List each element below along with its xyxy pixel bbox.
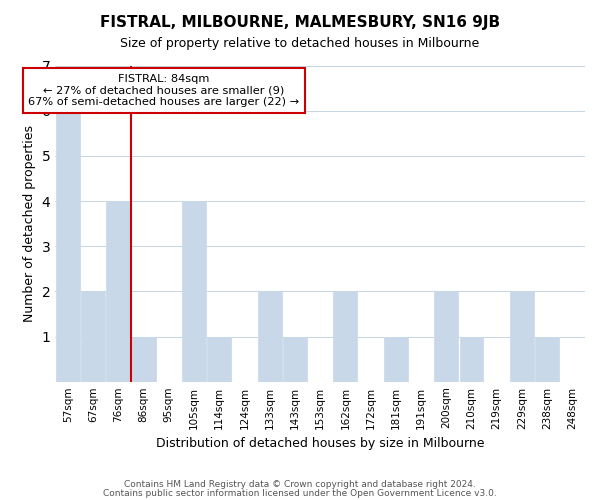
Bar xyxy=(182,201,206,382)
Bar xyxy=(434,292,458,382)
Bar xyxy=(384,336,408,382)
Bar xyxy=(258,292,282,382)
Text: Contains HM Land Registry data © Crown copyright and database right 2024.: Contains HM Land Registry data © Crown c… xyxy=(124,480,476,489)
Bar xyxy=(535,336,559,382)
Bar xyxy=(510,292,534,382)
Bar xyxy=(283,336,307,382)
Text: FISTRAL, MILBOURNE, MALMESBURY, SN16 9JB: FISTRAL, MILBOURNE, MALMESBURY, SN16 9JB xyxy=(100,15,500,30)
Text: Size of property relative to detached houses in Milbourne: Size of property relative to detached ho… xyxy=(121,38,479,51)
Text: Contains public sector information licensed under the Open Government Licence v3: Contains public sector information licen… xyxy=(103,489,497,498)
Y-axis label: Number of detached properties: Number of detached properties xyxy=(23,125,36,322)
X-axis label: Distribution of detached houses by size in Milbourne: Distribution of detached houses by size … xyxy=(156,437,484,450)
Bar xyxy=(56,110,80,382)
Text: FISTRAL: 84sqm
← 27% of detached houses are smaller (9)
67% of semi-detached hou: FISTRAL: 84sqm ← 27% of detached houses … xyxy=(28,74,299,107)
Bar xyxy=(460,336,484,382)
Bar xyxy=(106,201,130,382)
Bar xyxy=(131,336,155,382)
Bar xyxy=(208,336,231,382)
Bar xyxy=(81,292,105,382)
Bar xyxy=(334,292,358,382)
